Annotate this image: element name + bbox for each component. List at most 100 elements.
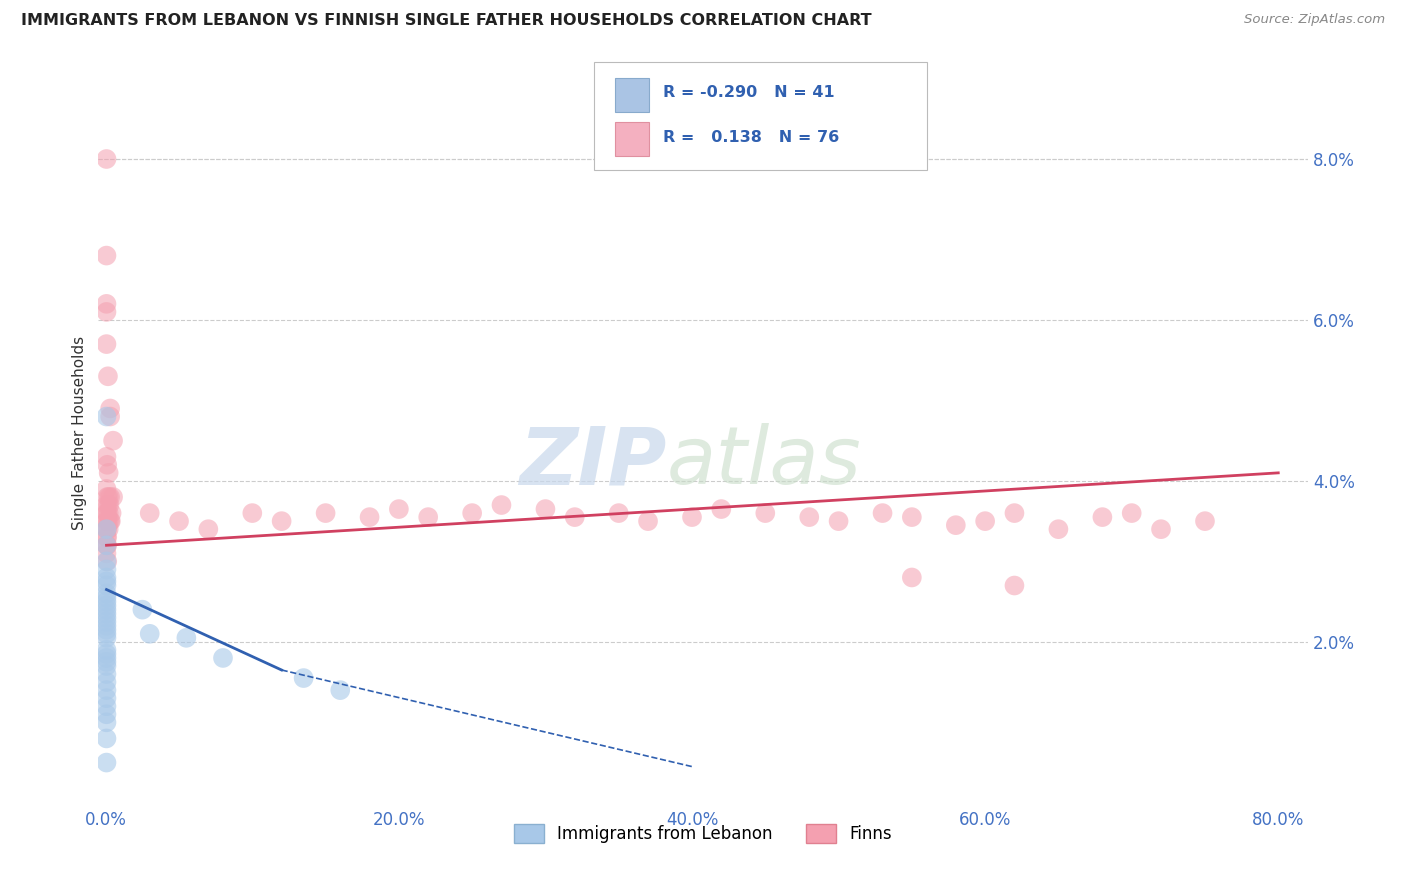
Point — [359, 510, 381, 524]
Point — [176, 631, 198, 645]
Point — [96, 691, 118, 706]
Point — [1121, 506, 1143, 520]
Point — [101, 434, 124, 448]
Point — [96, 578, 118, 592]
Point — [96, 458, 118, 472]
Point — [1091, 510, 1114, 524]
Point — [101, 490, 124, 504]
Point — [96, 538, 118, 552]
Point — [96, 570, 118, 584]
FancyBboxPatch shape — [614, 78, 648, 112]
Point — [96, 623, 118, 637]
Point — [270, 514, 292, 528]
Point — [96, 659, 118, 673]
Point — [96, 699, 118, 714]
Point — [96, 715, 118, 730]
Point — [491, 498, 513, 512]
Point — [96, 152, 118, 166]
Point — [96, 450, 118, 464]
Text: atlas: atlas — [666, 423, 862, 501]
Point — [96, 591, 118, 605]
Point — [97, 490, 120, 504]
Point — [418, 510, 440, 524]
Point — [96, 538, 118, 552]
Point — [96, 498, 118, 512]
Point — [607, 506, 630, 520]
Point — [138, 627, 160, 641]
Point — [96, 731, 118, 746]
FancyBboxPatch shape — [614, 122, 648, 156]
Point — [1150, 522, 1173, 536]
Point — [96, 631, 118, 645]
Point — [315, 506, 337, 520]
Point — [96, 522, 118, 536]
Point — [96, 514, 118, 528]
Point — [96, 546, 118, 560]
Point — [96, 683, 118, 698]
Point — [945, 518, 967, 533]
Point — [96, 514, 118, 528]
Point — [96, 619, 118, 633]
Point — [96, 651, 118, 665]
Point — [534, 502, 557, 516]
Point — [827, 514, 849, 528]
Point — [97, 514, 120, 528]
Point — [388, 502, 411, 516]
Point — [901, 510, 924, 524]
Point — [96, 594, 118, 608]
Point — [96, 554, 118, 568]
Point — [96, 647, 118, 661]
Point — [98, 490, 121, 504]
Point — [96, 643, 118, 657]
Point — [329, 683, 352, 698]
Point — [167, 514, 190, 528]
Point — [96, 599, 118, 613]
Point — [872, 506, 894, 520]
Point — [96, 337, 118, 351]
Point — [96, 602, 118, 616]
FancyBboxPatch shape — [595, 62, 927, 169]
Point — [96, 490, 118, 504]
Point — [637, 514, 659, 528]
Point — [98, 409, 121, 424]
Point — [240, 506, 263, 520]
Point — [96, 249, 118, 263]
Point — [461, 506, 484, 520]
Point — [96, 554, 118, 568]
Y-axis label: Single Father Households: Single Father Households — [72, 335, 87, 530]
Point — [96, 627, 118, 641]
Legend: Immigrants from Lebanon, Finns: Immigrants from Lebanon, Finns — [508, 817, 898, 850]
Point — [96, 586, 118, 600]
Text: Source: ZipAtlas.com: Source: ZipAtlas.com — [1244, 13, 1385, 27]
Point — [564, 510, 586, 524]
Point — [96, 615, 118, 629]
Point — [98, 401, 121, 416]
Point — [138, 506, 160, 520]
Point — [96, 305, 118, 319]
Point — [681, 510, 703, 524]
Point — [97, 522, 120, 536]
Point — [292, 671, 315, 685]
Point — [1047, 522, 1070, 536]
Text: R = -0.290   N = 41: R = -0.290 N = 41 — [664, 86, 835, 100]
Point — [96, 574, 118, 589]
Point — [96, 610, 118, 624]
Point — [96, 522, 118, 536]
Point — [96, 482, 118, 496]
Point — [96, 409, 118, 424]
Point — [96, 506, 118, 520]
Point — [1004, 506, 1026, 520]
Point — [96, 607, 118, 621]
Point — [1194, 514, 1216, 528]
Point — [96, 655, 118, 669]
Point — [1004, 578, 1026, 592]
Point — [97, 466, 120, 480]
Point — [901, 570, 924, 584]
Point — [96, 530, 118, 544]
Text: R =   0.138   N = 76: R = 0.138 N = 76 — [664, 130, 839, 145]
Point — [97, 498, 120, 512]
Point — [98, 498, 121, 512]
Point — [754, 506, 776, 520]
Point — [96, 297, 118, 311]
Point — [96, 756, 118, 770]
